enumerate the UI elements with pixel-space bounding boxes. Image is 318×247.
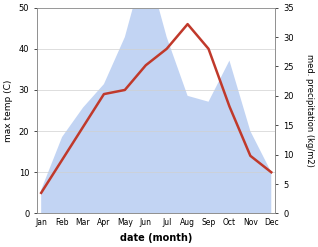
Y-axis label: med. precipitation (kg/m2): med. precipitation (kg/m2) <box>305 54 314 167</box>
Y-axis label: max temp (C): max temp (C) <box>4 79 13 142</box>
X-axis label: date (month): date (month) <box>120 233 192 243</box>
